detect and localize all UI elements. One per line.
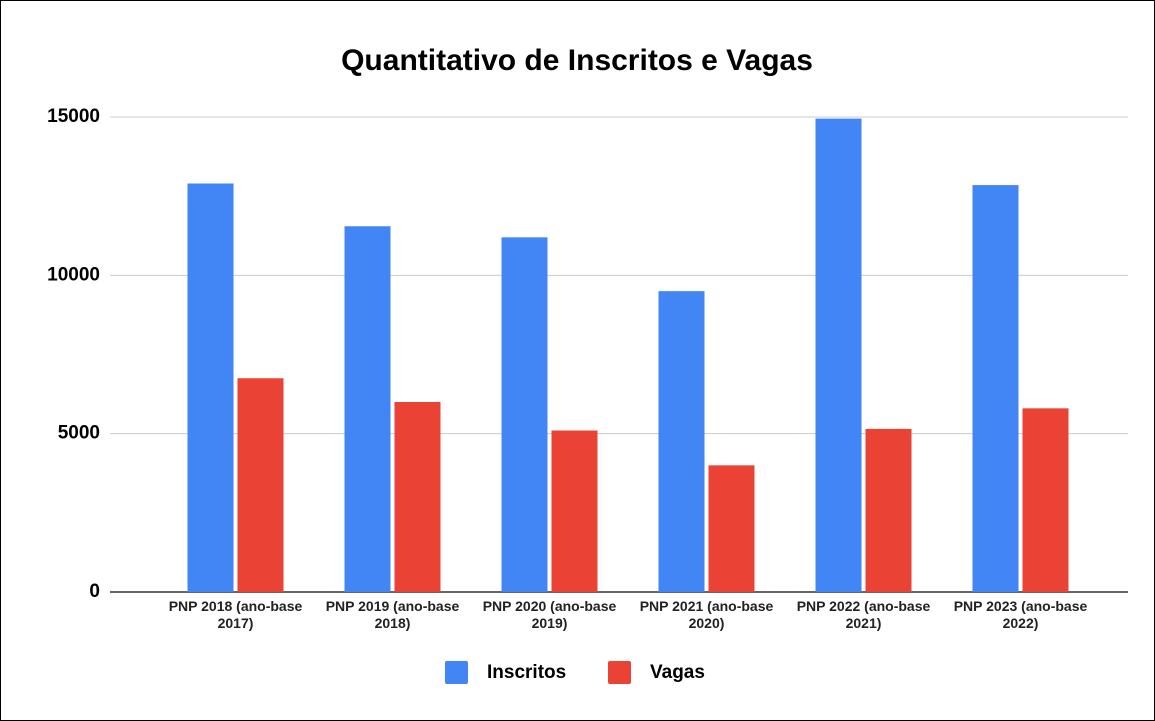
- bar: [237, 378, 284, 592]
- x-tick-label: PNP 2021 (ano-base 2020): [639, 598, 774, 631]
- bar: [658, 291, 705, 592]
- y-tick-label: 5000: [58, 423, 100, 444]
- bar: [394, 402, 441, 592]
- x-tick-label: PNP 2018 (ano-base 2017): [168, 598, 303, 631]
- legend-swatch: [608, 661, 631, 684]
- y-tick-label: 15000: [47, 106, 100, 127]
- bar: [551, 430, 598, 592]
- bar: [972, 185, 1019, 593]
- x-tick-label: PNP 2022 (ano-base 2021): [796, 598, 931, 631]
- y-tick-label: 0: [89, 581, 100, 602]
- legend-swatch: [445, 661, 468, 684]
- bar: [187, 183, 234, 592]
- bar: [1022, 408, 1069, 592]
- bar: [815, 118, 862, 592]
- x-tick-label: PNP 2020 (ano-base 2019): [482, 598, 617, 631]
- bar: [501, 237, 548, 593]
- bar: [344, 226, 391, 592]
- legend-label: Inscritos: [487, 662, 566, 683]
- chart-title: Quantitativo de Inscritos e Vagas: [341, 44, 813, 77]
- bar: [708, 465, 755, 592]
- x-tick-label: PNP 2019 (ano-base 2018): [325, 598, 460, 631]
- bar: [865, 428, 912, 592]
- legend-label: Vagas: [650, 662, 705, 683]
- x-tick-label: PNP 2023 (ano-base 2022): [953, 598, 1088, 631]
- y-tick-label: 10000: [47, 264, 100, 285]
